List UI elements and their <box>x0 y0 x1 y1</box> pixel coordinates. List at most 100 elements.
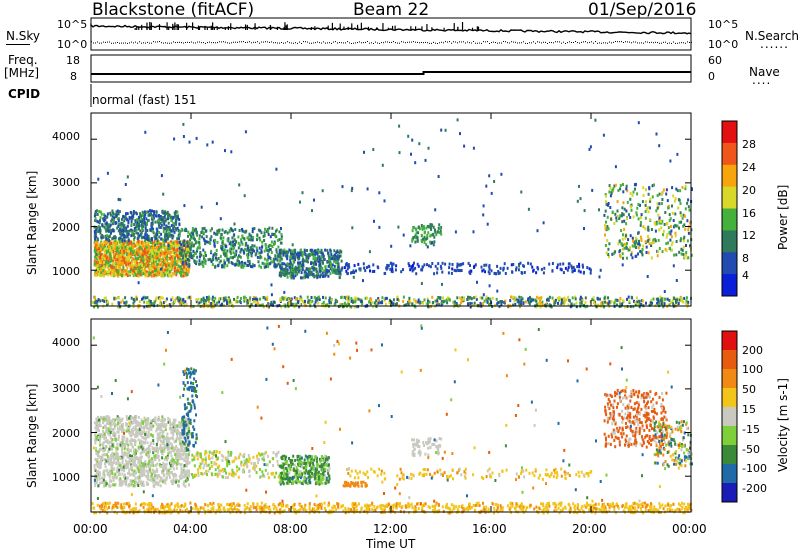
power-cell <box>276 238 279 242</box>
power-cell <box>255 246 258 250</box>
power-cell <box>150 267 153 271</box>
power-cell <box>168 273 171 277</box>
power-cell <box>421 226 424 230</box>
power-cell <box>608 190 611 194</box>
power-cell <box>95 228 98 232</box>
power-cell <box>251 265 254 269</box>
power-cell <box>304 252 307 256</box>
power-cell <box>137 281 140 285</box>
power-cell <box>347 297 350 301</box>
power-cell <box>292 270 295 274</box>
power-cell <box>297 261 299 265</box>
power-cell <box>163 226 166 230</box>
power-cell <box>100 212 103 216</box>
power-cell <box>472 146 475 150</box>
power-cell <box>353 305 356 309</box>
nsearch-point <box>651 41 652 43</box>
power-cell <box>161 274 164 278</box>
nsearch-point <box>137 42 138 44</box>
power-cell <box>135 242 138 246</box>
power-cell <box>165 253 168 257</box>
power-cell <box>632 305 635 309</box>
nsearch-point <box>359 41 360 43</box>
power-cell <box>480 265 483 269</box>
power-cell <box>625 184 628 188</box>
nsearch-point <box>431 42 432 44</box>
power-cell <box>100 236 103 240</box>
power-cell <box>172 241 175 245</box>
power-cell <box>631 236 634 240</box>
power-cell <box>192 254 195 257</box>
nsearch-point <box>565 43 566 44</box>
power-cell <box>535 299 538 303</box>
power-cell <box>216 240 219 244</box>
power-cell <box>170 298 173 302</box>
power-cell <box>637 231 639 235</box>
power-cell <box>224 261 226 265</box>
nsearch-point <box>227 42 228 44</box>
power-cell <box>149 247 152 251</box>
power-cell <box>644 227 647 231</box>
power-cell <box>252 248 254 252</box>
power-cell <box>157 273 159 277</box>
power-cell <box>336 257 339 261</box>
power-cell <box>314 300 317 304</box>
power-cell <box>414 236 417 240</box>
power-cell <box>305 256 308 260</box>
nsearch-point <box>183 42 184 44</box>
nsearch-point <box>423 42 424 44</box>
power-cell <box>143 295 146 299</box>
power-cell <box>415 231 418 235</box>
power-cell <box>141 219 143 223</box>
power-cell <box>98 258 100 262</box>
power-cell <box>647 235 649 238</box>
power-cell <box>223 252 225 256</box>
power-cell <box>182 263 185 267</box>
nsearch-point <box>681 42 682 44</box>
power-cell <box>202 254 205 258</box>
power-cell <box>172 254 175 258</box>
nsearch-point <box>573 42 574 43</box>
power-cell <box>117 247 120 251</box>
power-cell <box>258 236 261 240</box>
power-cell <box>619 302 622 306</box>
power-cell <box>431 233 434 237</box>
power-cell <box>173 230 176 234</box>
power-cell <box>333 303 336 307</box>
power-cell <box>96 299 99 303</box>
nsearch-point <box>99 42 100 44</box>
power-cell <box>245 249 248 252</box>
power-cell <box>548 262 551 266</box>
power-cell <box>151 270 154 274</box>
power-cell <box>126 246 129 249</box>
nsearch-point <box>483 41 484 43</box>
power-cell <box>285 271 288 275</box>
power-cell <box>402 233 405 237</box>
nsearch-point <box>269 41 270 43</box>
power-cell <box>215 252 218 256</box>
power-cell <box>129 210 132 214</box>
nsearch-point <box>103 41 104 43</box>
power-cell <box>180 251 183 254</box>
power-cell <box>236 259 239 263</box>
power-cell <box>139 212 142 216</box>
power-cell <box>263 239 266 242</box>
nsearch-point <box>653 42 654 44</box>
nsearch-point <box>541 42 542 44</box>
power-cell <box>202 264 205 268</box>
power-cell <box>126 212 129 216</box>
power-cell <box>125 255 128 259</box>
power-cell <box>189 247 192 251</box>
power-cell <box>204 261 207 265</box>
power-cell <box>157 222 160 226</box>
power-cell <box>560 302 563 306</box>
power-cell <box>188 259 191 263</box>
power-cell <box>626 297 628 301</box>
power-cell <box>96 213 99 216</box>
power-cell <box>143 242 146 246</box>
power-cell <box>175 263 178 266</box>
power-cell <box>112 229 115 233</box>
power-cell <box>299 302 302 306</box>
power-cell <box>625 187 628 191</box>
power-cell <box>373 219 375 223</box>
